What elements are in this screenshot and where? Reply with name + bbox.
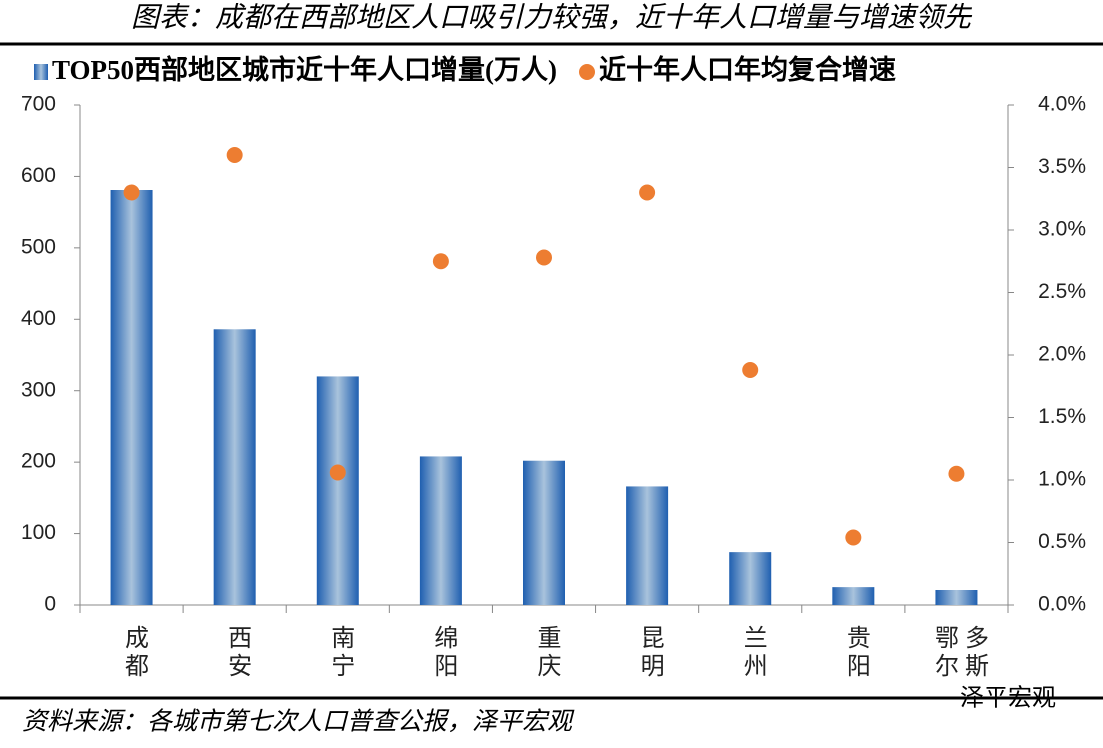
x-tick-label: 贵阳: [842, 625, 869, 681]
y2-tick-label: 3.0%: [1038, 218, 1086, 241]
legend-swatch: [579, 64, 595, 80]
bar: [935, 590, 978, 605]
bar: [110, 190, 153, 605]
y-tick-label: 200: [21, 450, 56, 473]
y-tick-label: 300: [21, 378, 56, 401]
y-tick-label: 500: [21, 235, 56, 258]
y2-tick-label: 1.0%: [1038, 468, 1086, 491]
bar: [729, 552, 772, 605]
y-tick-label: 0: [44, 593, 56, 616]
dot: [123, 184, 140, 201]
dot: [742, 362, 759, 378]
x-tick-label: 成都: [120, 625, 147, 681]
chart-title: 图表：成都在西部地区人口吸引力较强，近十年人口增量与增速领先: [131, 2, 973, 33]
bar: [626, 486, 669, 605]
x-tick-label: 西安: [223, 625, 250, 681]
x-tick-label: 昆明: [636, 625, 663, 681]
y2-tick-label: 0.0%: [1038, 593, 1086, 616]
y2-tick-label: 2.5%: [1038, 280, 1086, 303]
legend-label: 近十年人口年均复合增速: [599, 54, 896, 85]
dot: [536, 249, 552, 266]
x-tick-label: 鄂尔多斯: [930, 625, 987, 681]
bar: [316, 376, 359, 605]
dot: [639, 184, 656, 201]
dot: [845, 529, 862, 546]
y-tick-label: 700: [21, 93, 56, 116]
bar: [213, 329, 256, 605]
bar: [832, 587, 875, 605]
legend-label: TOP50西部地区城市近十年人口增量(万人): [52, 54, 557, 85]
bar: [419, 456, 462, 605]
source-note: 资料来源：各城市第七次人口普查公报，泽平宏观: [22, 708, 575, 736]
dot: [226, 147, 243, 163]
y-tick-label: 400: [21, 307, 56, 330]
y2-tick-label: 0.5%: [1038, 530, 1086, 553]
dot: [432, 253, 449, 270]
legend-swatch: [34, 64, 48, 80]
dot: [329, 464, 346, 481]
watermark: 泽平宏观: [960, 685, 1056, 712]
x-tick-label: 兰州: [739, 625, 766, 681]
bar: [523, 460, 565, 605]
x-tick-label: 重庆: [533, 625, 559, 681]
y2-tick-label: 4.0%: [1038, 93, 1086, 116]
y2-tick-label: 3.5%: [1038, 155, 1086, 178]
y-tick-label: 100: [21, 521, 56, 544]
dot: [948, 465, 965, 482]
y2-tick-label: 2.0%: [1038, 343, 1086, 366]
y-tick-label: 600: [21, 164, 56, 187]
x-tick-label: 南宁: [326, 625, 353, 681]
y2-tick-label: 1.5%: [1038, 405, 1086, 428]
x-tick-label: 绵阳: [429, 625, 456, 681]
